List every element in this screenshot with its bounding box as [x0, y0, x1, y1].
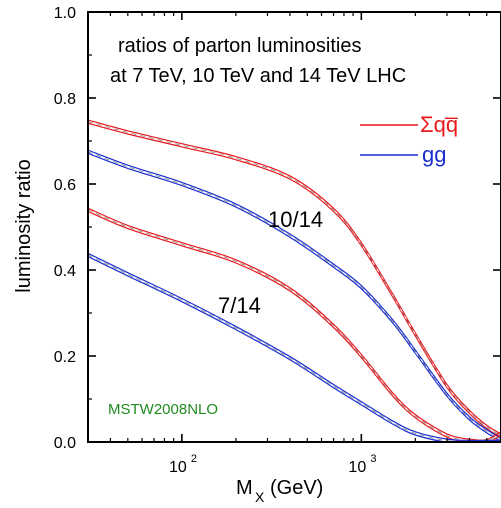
series-10-14-qqbar-central-dashed [88, 121, 501, 436]
axis-ticks: 0.0 0.2 0.4 0.6 0.8 1.0 10 2 10 3 [54, 5, 501, 476]
series-10-14-qqbar-central [88, 121, 501, 436]
series-10-14-gg-band-upper [88, 149, 501, 439]
legend-label-qqbar: Σqq̅ [420, 112, 458, 137]
y-axis-label: luminosity ratio [13, 159, 35, 292]
x-tick-label-100-base: 10 [169, 459, 187, 476]
annotation-title-line-1: ratios of parton luminosities [118, 35, 361, 57]
x-tick-label-100-exponent: 2 [191, 453, 197, 465]
x-axis-label-unit: (GeV) [270, 477, 323, 499]
series-7-14-qqbar-central [88, 209, 501, 442]
y-tick-label-0.6: 0.6 [54, 177, 76, 194]
x-tick-label-1000-exponent: 3 [370, 453, 376, 465]
series-10-14-qqbar-band-upper [88, 119, 501, 435]
y-tick-label-0.2: 0.2 [54, 349, 76, 366]
series-7-14-gg-band-lower [88, 256, 450, 442]
x-axis-label-subscript: X [255, 489, 265, 505]
annotation-title-line-2: at 7 TeV, 10 TeV and 14 TeV LHC [110, 65, 406, 87]
y-tick-label-0.8: 0.8 [54, 91, 76, 108]
curves-layer [88, 119, 501, 442]
curve-label-10-14: 10/14 [268, 207, 323, 232]
series-10-14-gg-central [88, 151, 501, 441]
series-10-14-qqbar-band-lower [88, 122, 501, 438]
legend-label-gg: gg [422, 142, 446, 167]
series-10-14-gg-central-dashed [88, 151, 501, 441]
y-tick-label-1.0: 1.0 [54, 5, 76, 22]
y-tick-label-0.4: 0.4 [54, 263, 76, 280]
x-axis-label: M X (GeV) [236, 477, 323, 505]
legend: Σqq̅ gg [360, 112, 458, 167]
series-10-14-gg-band-lower [88, 152, 501, 442]
y-tick-label-0.0: 0.0 [54, 435, 76, 452]
series-7-14-qqbar-band-lower [88, 210, 501, 442]
curve-label-7-14: 7/14 [218, 293, 261, 318]
x-axis-label-main: M [236, 477, 253, 499]
watermark-mstw: MSTW2008NLO [108, 401, 218, 418]
x-tick-label-1000-base: 10 [348, 459, 366, 476]
series-7-14-gg-central-dashed [88, 254, 501, 442]
